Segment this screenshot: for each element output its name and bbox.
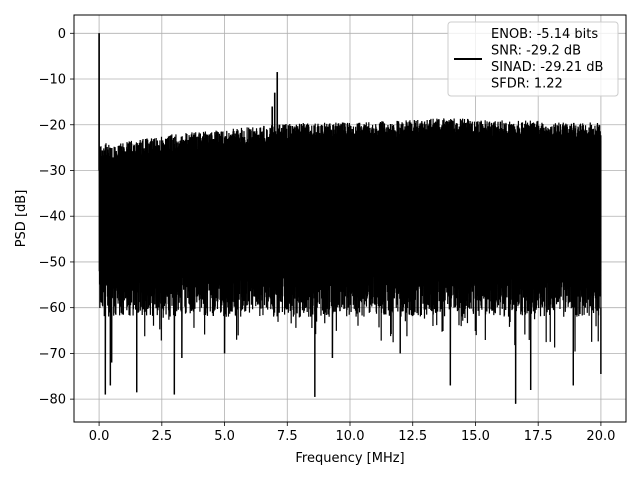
legend-enob: ENOB: -5.14 bits <box>491 27 598 42</box>
y-axis-label: PSD [dB] <box>14 190 29 248</box>
x-axis-ticks: 0.0 2.5 5.0 7.5 10.0 12.5 15.0 17.5 20.0 <box>89 422 615 444</box>
legend-sinad: SINAD: -29.21 dB <box>491 60 603 75</box>
y-tick-label: −80 <box>39 393 66 408</box>
y-tick-label: −10 <box>39 73 66 88</box>
y-tick-label: −50 <box>39 255 66 270</box>
legend-snr: SNR: -29.2 dB <box>491 44 581 59</box>
legend: ENOB: -5.14 bits SNR: -29.2 dB SINAD: -2… <box>447 21 619 97</box>
legend-box <box>447 21 619 97</box>
x-tick-label: 12.5 <box>398 429 427 444</box>
y-tick-label: 0 <box>58 27 66 42</box>
y-tick-label: −60 <box>39 301 66 316</box>
psd-series <box>98 33 602 404</box>
x-tick-label: 10.0 <box>336 429 365 444</box>
y-tick-label: −30 <box>39 164 66 179</box>
x-tick-label: 0.0 <box>89 429 110 444</box>
y-tick-label: −40 <box>39 210 66 225</box>
x-tick-label: 17.5 <box>524 429 553 444</box>
x-tick-label: 2.5 <box>151 429 172 444</box>
y-axis-ticks: 0 −10 −20 −30 −40 −50 −60 −70 −80 <box>39 27 74 408</box>
x-tick-label: 7.5 <box>277 429 298 444</box>
y-tick-label: −20 <box>39 118 66 133</box>
x-axis-label: Frequency [MHz] <box>295 451 404 466</box>
x-tick-label: 15.0 <box>461 429 490 444</box>
y-tick-label: −70 <box>39 347 66 362</box>
psd-trace <box>98 33 602 404</box>
legend-sfdr: SFDR: 1.22 <box>491 77 563 92</box>
x-tick-label: 5.0 <box>214 429 235 444</box>
x-tick-label: 20.0 <box>586 429 615 444</box>
